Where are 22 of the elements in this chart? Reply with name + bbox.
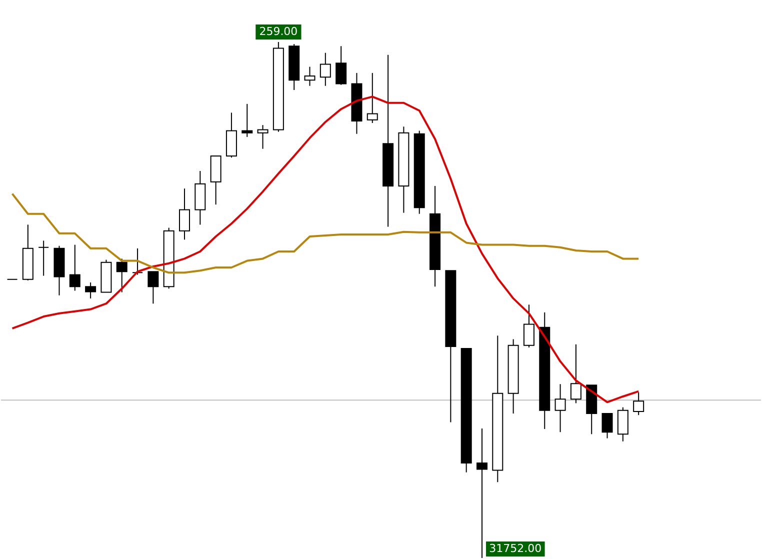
- annotation: 31752.00: [489, 542, 542, 555]
- candlestick: [242, 103, 253, 138]
- candlestick: [178, 188, 190, 240]
- text: 259.00: [259, 25, 298, 38]
- candlestick: [132, 248, 144, 276]
- candlestick: [617, 406, 628, 442]
- candlestick: [523, 304, 534, 348]
- candlestick: [85, 282, 96, 299]
- candlestick: [633, 392, 644, 416]
- candlestick: [476, 428, 488, 558]
- candlestick: [602, 413, 613, 439]
- candlestick: [116, 258, 128, 293]
- candlestick: [336, 46, 347, 86]
- candlestick: [257, 124, 268, 150]
- candlestick: [69, 244, 80, 292]
- candlestick: [366, 72, 378, 124]
- candlestick: [554, 384, 566, 433]
- candlestick: [304, 66, 316, 86]
- candlestick: [148, 271, 159, 304]
- candlestick: [320, 52, 331, 86]
- candlestick: [38, 240, 50, 276]
- candlestick: [570, 344, 582, 404]
